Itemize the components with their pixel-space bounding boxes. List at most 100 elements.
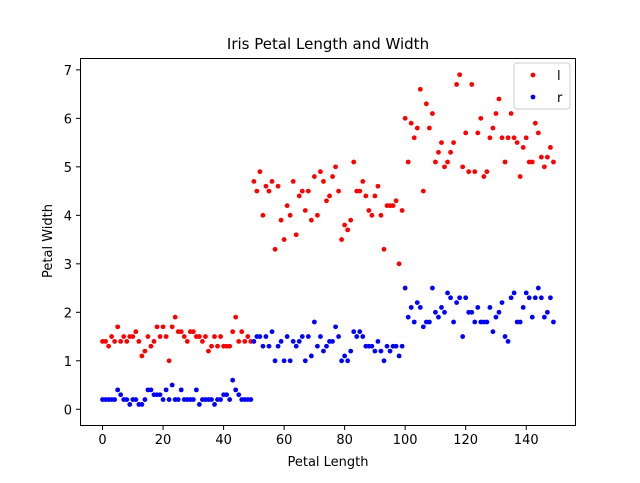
y-tick-label-1: 1 <box>64 355 72 370</box>
point-r-39 <box>218 397 223 402</box>
point-l-146 <box>541 164 547 170</box>
point-r-6 <box>118 392 124 398</box>
point-r-128 <box>487 305 493 310</box>
y-tick-label-6: 6 <box>64 112 72 127</box>
point-r-144 <box>535 285 541 291</box>
point-r-49 <box>248 397 254 402</box>
point-r-67 <box>302 358 308 364</box>
legend: lr <box>513 62 571 110</box>
point-l-147 <box>545 154 550 160</box>
point-r-119 <box>460 334 466 339</box>
point-l-16 <box>148 343 154 349</box>
series-l <box>100 72 556 364</box>
x-tick-label-4: 80 <box>336 433 353 448</box>
point-l-100 <box>402 115 408 121</box>
point-r-123 <box>472 319 478 325</box>
point-r-103 <box>411 319 417 325</box>
point-l-102 <box>408 120 414 126</box>
point-l-60 <box>281 237 287 242</box>
point-r-145 <box>538 295 544 301</box>
point-l-18 <box>154 324 160 330</box>
point-r-65 <box>296 338 302 344</box>
point-r-52 <box>257 334 263 339</box>
legend-label-l: l <box>557 69 561 84</box>
point-r-94 <box>384 343 390 349</box>
point-r-61 <box>284 334 290 339</box>
point-r-32 <box>196 402 202 407</box>
point-l-86 <box>360 178 366 184</box>
point-r-60 <box>281 358 287 364</box>
point-l-118 <box>457 72 463 78</box>
point-r-14 <box>142 397 148 402</box>
legend-frame <box>513 62 571 110</box>
point-r-135 <box>508 295 514 301</box>
point-r-114 <box>445 290 450 296</box>
point-l-124 <box>475 130 481 136</box>
point-l-129 <box>490 125 496 131</box>
point-r-45 <box>236 392 242 398</box>
point-r-91 <box>375 338 381 344</box>
point-l-81 <box>345 227 351 233</box>
point-r-83 <box>351 329 357 335</box>
point-r-86 <box>360 334 366 339</box>
point-l-6 <box>118 338 124 344</box>
point-r-56 <box>269 329 275 335</box>
point-r-120 <box>463 295 469 301</box>
point-r-132 <box>499 300 505 306</box>
point-l-35 <box>206 348 211 354</box>
point-l-83 <box>351 159 357 165</box>
point-r-127 <box>484 319 490 325</box>
point-l-19 <box>157 334 163 339</box>
point-l-71 <box>315 212 320 218</box>
x-tick-label-2: 40 <box>215 433 232 448</box>
point-l-110 <box>433 159 438 165</box>
point-r-110 <box>433 309 438 315</box>
point-r-41 <box>224 392 230 398</box>
point-l-12 <box>136 338 142 344</box>
legend-marker-l <box>530 72 536 78</box>
point-r-74 <box>324 343 329 349</box>
point-r-146 <box>541 314 547 320</box>
point-l-96 <box>390 203 396 209</box>
point-r-117 <box>454 300 460 306</box>
point-l-82 <box>348 217 354 223</box>
point-r-62 <box>287 358 293 364</box>
point-r-78 <box>336 334 341 339</box>
point-r-26 <box>178 387 184 393</box>
point-r-89 <box>369 343 375 349</box>
point-l-101 <box>405 159 411 165</box>
point-l-67 <box>302 208 308 213</box>
point-l-117 <box>454 82 460 87</box>
point-r-131 <box>496 309 502 315</box>
point-l-48 <box>245 334 251 339</box>
point-l-13 <box>139 353 145 359</box>
point-l-92 <box>378 212 384 218</box>
point-l-149 <box>551 159 556 165</box>
point-r-11 <box>133 397 139 402</box>
point-r-84 <box>354 334 360 339</box>
point-r-76 <box>330 338 335 344</box>
point-l-142 <box>529 159 535 165</box>
point-r-143 <box>532 295 538 301</box>
point-l-119 <box>460 164 466 170</box>
point-l-15 <box>145 334 151 339</box>
point-l-75 <box>327 193 332 199</box>
point-l-32 <box>196 334 202 339</box>
point-l-11 <box>133 329 139 335</box>
x-tick-label-7: 140 <box>514 433 539 448</box>
y-axis-label: Petal Width <box>41 204 56 278</box>
point-l-8 <box>124 338 130 344</box>
point-l-105 <box>417 86 423 92</box>
point-r-136 <box>511 290 517 296</box>
point-r-19 <box>157 392 163 398</box>
point-l-34 <box>203 334 208 339</box>
point-l-52 <box>257 169 263 175</box>
point-l-89 <box>369 212 375 218</box>
point-r-106 <box>420 324 426 330</box>
point-r-116 <box>451 319 456 325</box>
point-l-112 <box>439 140 444 146</box>
point-r-13 <box>139 402 145 407</box>
point-l-139 <box>520 145 526 150</box>
point-r-16 <box>148 387 154 393</box>
